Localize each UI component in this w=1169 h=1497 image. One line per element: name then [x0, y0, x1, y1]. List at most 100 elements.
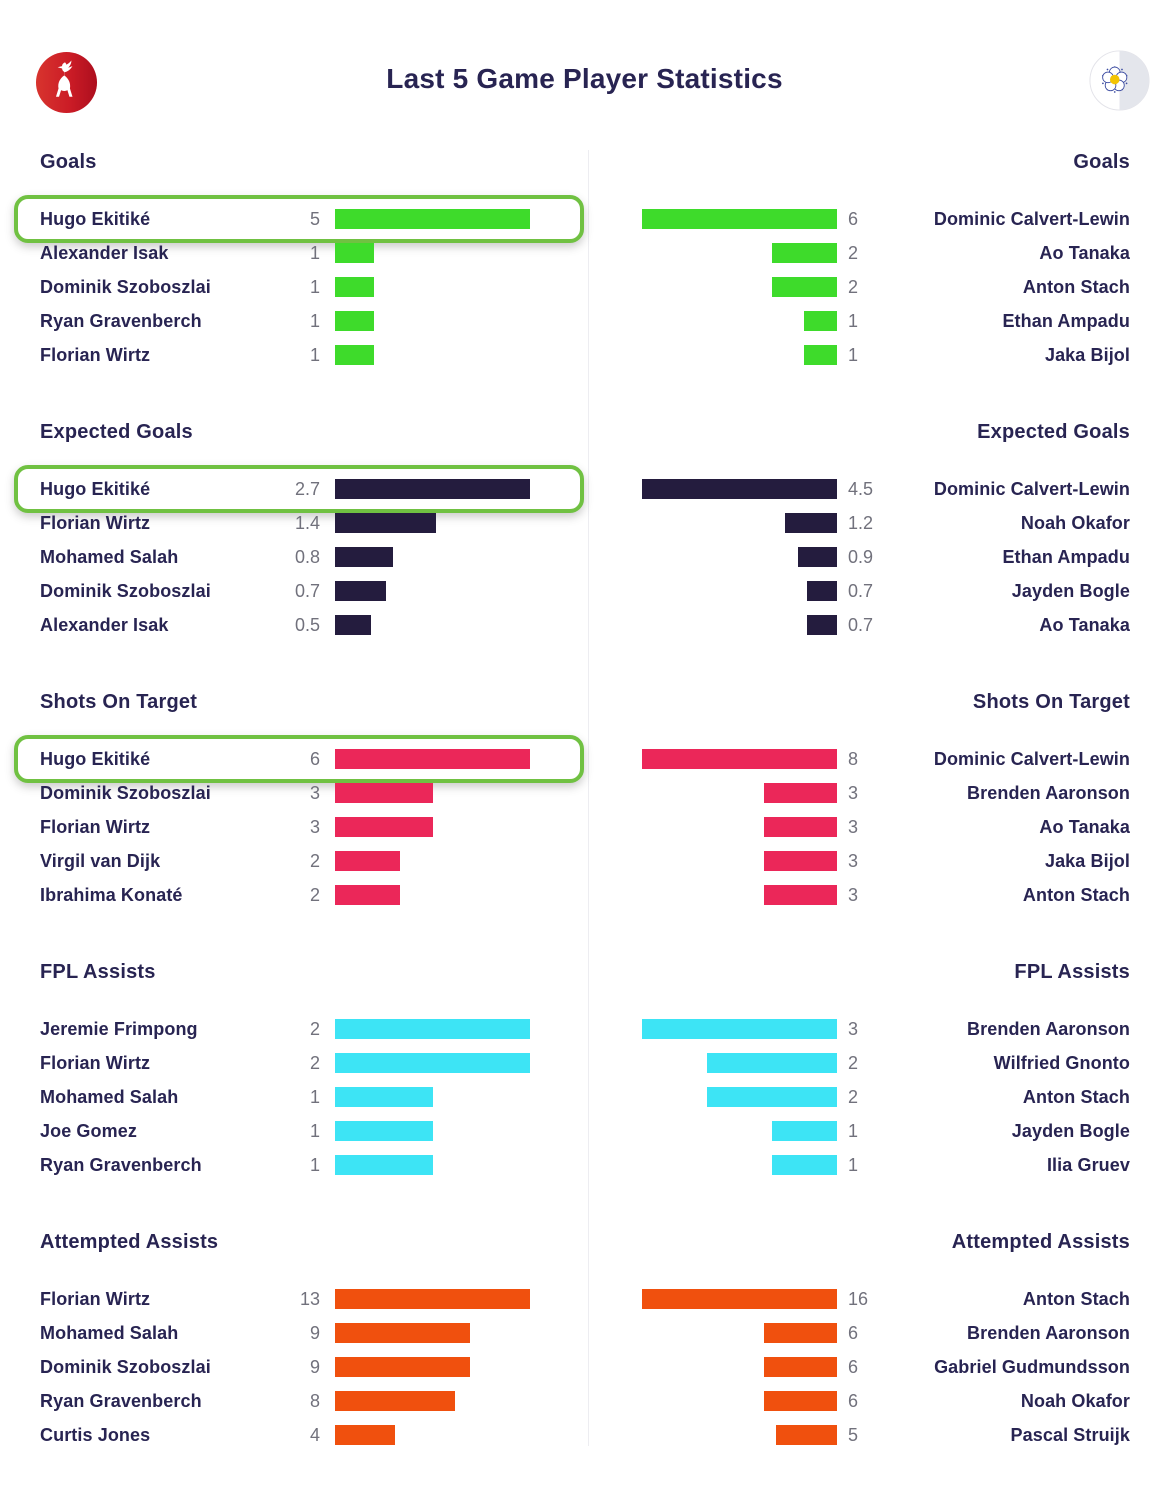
player-stat-left: Ryan Gravenberch 8 [0, 1384, 588, 1418]
player-name: Anton Stach [1022, 276, 1130, 297]
stat-value: 2 [848, 242, 859, 263]
bar-zone [335, 1087, 588, 1107]
player-stat-right: 3 Ao Tanaka [588, 810, 1169, 844]
stat-bar [335, 243, 374, 263]
stat-row: Curtis Jones 4 5 Pascal Struijk [0, 1418, 1169, 1452]
player-stat-right: 5 Pascal Struijk [588, 1418, 1169, 1452]
player-name: Florian Wirtz [40, 1288, 151, 1309]
stat-row: Hugo Ekitiké 6 8 Dominic Calvert-Lewin [0, 735, 1169, 783]
player-stat-left: Mohamed Salah 9 [0, 1316, 588, 1350]
bar-zone [588, 277, 837, 297]
stat-bar [772, 243, 837, 263]
stat-row: Ryan Gravenberch 8 6 Noah Okafor [0, 1384, 1169, 1418]
stat-value: 1 [309, 242, 320, 263]
player-stat-right: 6 Dominic Calvert-Lewin [588, 202, 1169, 236]
bar-zone [335, 581, 588, 601]
stat-value: 2 [309, 850, 320, 871]
stat-section-shots-on-target: Shots On Target Shots On Target Hugo Ekiti… [0, 688, 1169, 912]
stat-value: 1 [309, 276, 320, 297]
stat-bar [642, 479, 837, 499]
bar-zone [335, 209, 588, 229]
player-stat-right: 2 Wilfried Gnonto [588, 1046, 1169, 1080]
stat-bar [764, 817, 837, 837]
stats-board: Goals Goals Hugo Ekitiké 5 6 Dominic Calvert-… [0, 148, 1169, 1452]
stat-value: 3 [848, 1018, 859, 1039]
player-name: Ao Tanaka [1039, 614, 1130, 635]
player-stat-right: 0.7 Ao Tanaka [588, 608, 1169, 642]
stat-bar [807, 615, 837, 635]
stat-value: 0.7 [294, 580, 320, 601]
player-name: Virgil van Dijk [40, 850, 161, 871]
bar-zone [335, 1121, 588, 1141]
bar-zone [335, 243, 588, 263]
bar-zone [335, 615, 588, 635]
bar-zone [588, 783, 837, 803]
player-stat-right: 6 Gabriel Gudmundsson [588, 1350, 1169, 1384]
player-name: Ethan Ampadu [1002, 310, 1130, 331]
player-stat-left: Florian Wirtz 3 [0, 810, 588, 844]
bar-zone [335, 277, 588, 297]
player-stat-right: 2 Ao Tanaka [588, 236, 1169, 270]
section-title-right: Attempted Assists [951, 1230, 1130, 1253]
stat-value: 6 [848, 208, 859, 229]
stat-row: Mohamed Salah 9 6 Brenden Aaronson [0, 1316, 1169, 1350]
stat-bar [764, 1323, 837, 1343]
bar-zone [588, 479, 837, 499]
stat-bar [642, 1019, 837, 1039]
stat-value: 1 [848, 344, 859, 365]
player-name: Alexander Isak [40, 242, 169, 263]
player-name: Noah Okafor [1020, 1390, 1130, 1411]
bar-zone [335, 311, 588, 331]
stat-value: 3 [309, 782, 320, 803]
player-stat-right: 3 Brenden Aaronson [588, 1012, 1169, 1046]
player-stat-right: 1 Ethan Ampadu [588, 304, 1169, 338]
stat-bar [764, 851, 837, 871]
section-title-row: Goals Goals [0, 148, 1169, 176]
stat-bar [335, 1155, 433, 1175]
stat-row: Ryan Gravenberch 1 1 Ethan Ampadu [0, 304, 1169, 338]
player-stat-left: Jeremie Frimpong 2 [0, 1012, 588, 1046]
player-name: Ilia Gruev [1046, 1154, 1130, 1175]
stat-bar [804, 345, 837, 365]
player-name: Jaka Bijol [1044, 344, 1130, 365]
player-name: Brenden Aaronson [967, 1322, 1130, 1343]
player-name: Gabriel Gudmundsson [934, 1356, 1130, 1377]
player-stat-right: 6 Brenden Aaronson [588, 1316, 1169, 1350]
stat-row: Hugo Ekitiké 5 6 Dominic Calvert-Lewin [0, 195, 1169, 243]
player-name: Noah Okafor [1020, 512, 1130, 533]
stat-bar [335, 547, 393, 567]
bar-zone [335, 1289, 588, 1309]
player-stat-left-highlighted: Hugo Ekitiké 2.7 [0, 465, 588, 513]
player-name: Mohamed Salah [40, 546, 179, 567]
stat-value: 6 [309, 748, 320, 769]
player-name: Mohamed Salah [40, 1322, 179, 1343]
bar-zone [588, 1053, 837, 1073]
bar-zone [335, 749, 588, 769]
bar-zone [335, 513, 588, 533]
player-stat-left-highlighted: Hugo Ekitiké 6 [0, 735, 588, 783]
bar-zone [588, 209, 837, 229]
bar-zone [588, 885, 837, 905]
player-name: Mohamed Salah [40, 1086, 179, 1107]
stat-bar [335, 1019, 530, 1039]
player-name: Dominic Calvert-Lewin [933, 748, 1130, 769]
section-title-left: FPL Assists [40, 960, 156, 983]
stat-bar [798, 547, 837, 567]
player-stat-left: Dominik Szoboszlai 0.7 [0, 574, 588, 608]
stat-value: 2 [848, 1052, 859, 1073]
stat-bar [642, 209, 837, 229]
bar-zone [335, 1155, 588, 1175]
player-name: Florian Wirtz [40, 1052, 151, 1073]
player-stat-right: 1 Ilia Gruev [588, 1148, 1169, 1182]
bar-zone [588, 1391, 837, 1411]
player-stat-left: Curtis Jones 4 [0, 1418, 588, 1452]
stat-value: 2 [848, 276, 859, 297]
section-title-row: Shots On Target Shots On Target [0, 688, 1169, 716]
player-name: Ao Tanaka [1039, 242, 1130, 263]
bar-zone [335, 783, 588, 803]
stat-bar [335, 311, 374, 331]
player-stat-left: Joe Gomez 1 [0, 1114, 588, 1148]
stat-bar [335, 1323, 470, 1343]
bar-zone [588, 851, 837, 871]
player-name: Hugo Ekitiké [40, 478, 151, 499]
